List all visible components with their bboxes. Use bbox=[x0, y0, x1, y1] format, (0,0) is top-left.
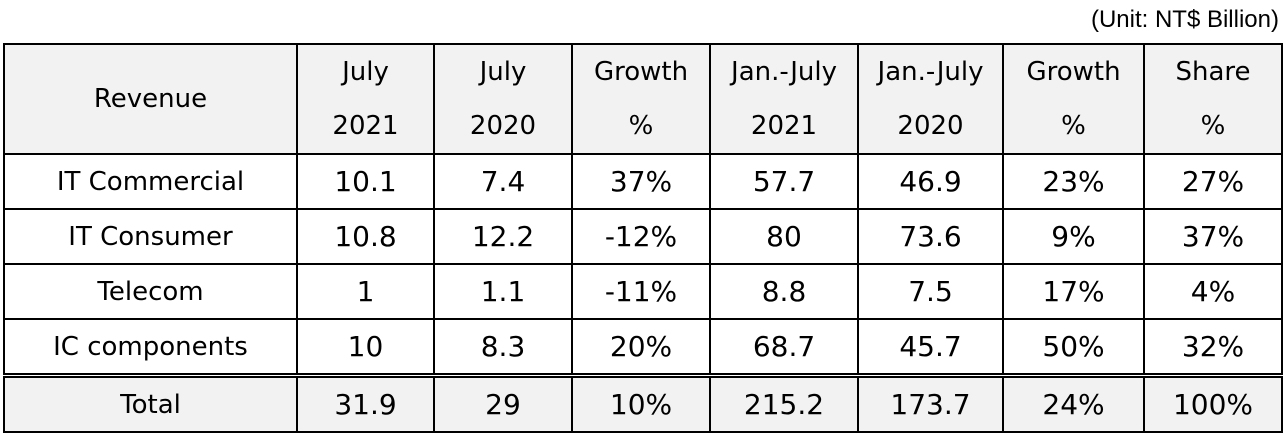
total-row: Total 31.9 29 10% 215.2 173.7 24% 100% bbox=[3, 373, 1283, 433]
table-row: IT Consumer 10.8 12.2 -12% 80 73.6 9% 37… bbox=[3, 208, 1283, 265]
table-cell: 50% bbox=[1002, 318, 1145, 377]
table-row: Telecom 1 1.1 -11% 8.8 7.5 17% 4% bbox=[3, 263, 1283, 320]
row-label: IT Consumer bbox=[3, 208, 298, 265]
table-cell: 10 bbox=[296, 318, 435, 377]
table-cell: 17% bbox=[1002, 263, 1145, 320]
table-cell: 32% bbox=[1143, 318, 1283, 377]
table-cell: 73.6 bbox=[857, 208, 1004, 265]
table-cell: 57.7 bbox=[709, 153, 859, 210]
header-revenue: Revenue bbox=[3, 43, 298, 155]
table-cell: 1 bbox=[296, 263, 435, 320]
table-cell: 45.7 bbox=[857, 318, 1004, 377]
header-share: Share% bbox=[1143, 43, 1283, 155]
table-cell: 7.5 bbox=[857, 263, 1004, 320]
table-cell: -12% bbox=[571, 208, 711, 265]
table-cell: 10.8 bbox=[296, 208, 435, 265]
table-cell: 4% bbox=[1143, 263, 1283, 320]
header-row: Revenue July 2021 July 2020 Growth% Jan.-J… bbox=[3, 43, 1283, 155]
table-cell: 10% bbox=[571, 373, 711, 433]
unit-note: (Unit: NT$ Billion) bbox=[1090, 6, 1279, 33]
header-july-2021: July 2021 bbox=[296, 43, 435, 155]
header-growth-ytd: Growth% bbox=[1002, 43, 1145, 155]
table-cell: 29 bbox=[433, 373, 573, 433]
table-cell: 12.2 bbox=[433, 208, 573, 265]
table-cell: 1.1 bbox=[433, 263, 573, 320]
table-cell: 27% bbox=[1143, 153, 1283, 210]
table-cell: -11% bbox=[571, 263, 711, 320]
header-jan-july-2021: Jan.-July 2021 bbox=[709, 43, 859, 155]
table-cell: 7.4 bbox=[433, 153, 573, 210]
table-cell: 23% bbox=[1002, 153, 1145, 210]
table-cell: 10.1 bbox=[296, 153, 435, 210]
table-cell: 9% bbox=[1002, 208, 1145, 265]
table-cell: 8.8 bbox=[709, 263, 859, 320]
row-label: Telecom bbox=[3, 263, 298, 320]
table-row: IT Commercial 10.1 7.4 37% 57.7 46.9 23%… bbox=[3, 153, 1283, 210]
table-cell: 31.9 bbox=[296, 373, 435, 433]
table-cell: 100% bbox=[1143, 373, 1283, 433]
table-cell: 68.7 bbox=[709, 318, 859, 377]
revenue-table: Revenue July 2021 July 2020 Growth% Jan.-J… bbox=[3, 43, 1283, 433]
table-cell: 173.7 bbox=[857, 373, 1004, 433]
row-label: IT Commercial bbox=[3, 153, 298, 210]
row-label: IC components bbox=[3, 318, 298, 377]
header-july-2020: July 2020 bbox=[433, 43, 573, 155]
header-jan-july-2020: Jan.-July 2020 bbox=[857, 43, 1004, 155]
header-growth-july: Growth% bbox=[571, 43, 711, 155]
table-cell: 20% bbox=[571, 318, 711, 377]
row-label: Total bbox=[3, 373, 298, 433]
table-cell: 46.9 bbox=[857, 153, 1004, 210]
table-cell: 37% bbox=[571, 153, 711, 210]
table-cell: 24% bbox=[1002, 373, 1145, 433]
table-row: IC components 10 8.3 20% 68.7 45.7 50% 3… bbox=[3, 318, 1283, 377]
table-cell: 8.3 bbox=[433, 318, 573, 377]
table-cell: 215.2 bbox=[709, 373, 859, 433]
table-cell: 80 bbox=[709, 208, 859, 265]
table-cell: 37% bbox=[1143, 208, 1283, 265]
